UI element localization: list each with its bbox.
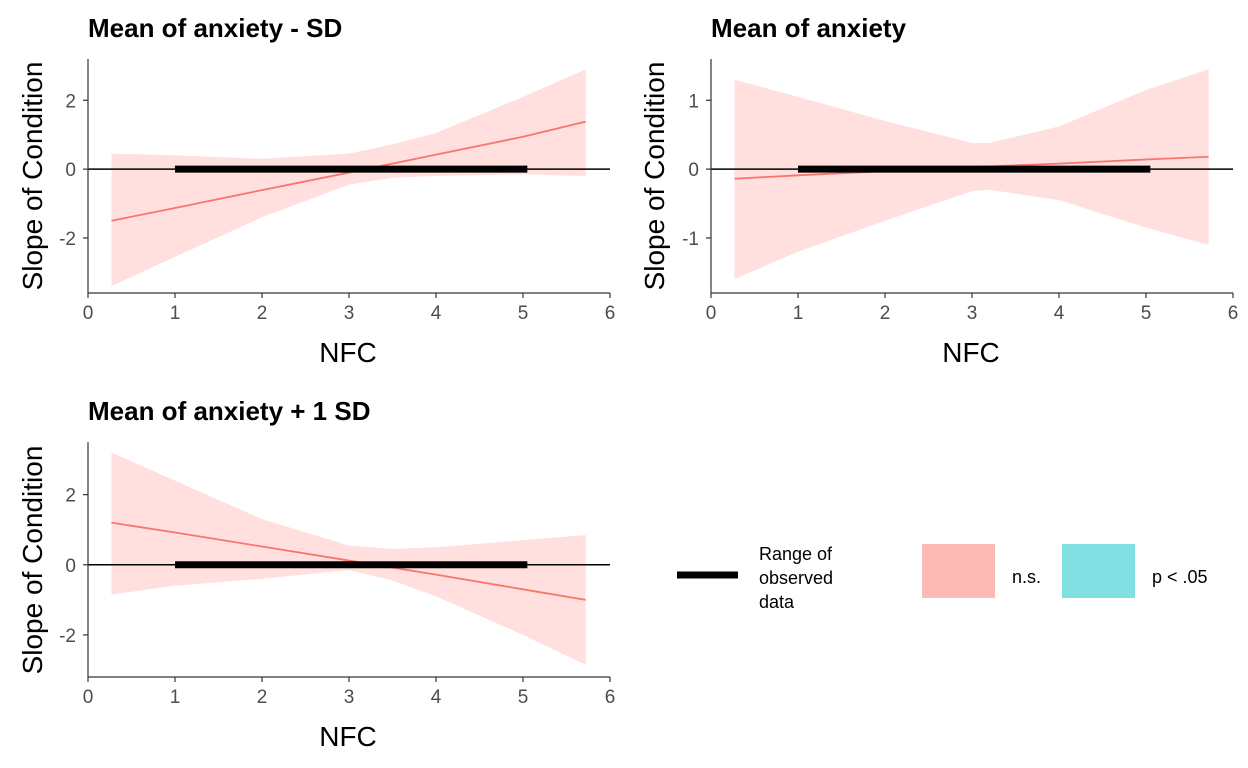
y-tick-label: -2 [59, 626, 76, 647]
x-tick-label: 3 [344, 687, 355, 708]
x-tick-label: 2 [257, 687, 268, 708]
plot-area: 0 1 2 3 4 5 6 -1 0 1 [682, 59, 1238, 324]
x-tick-label: 3 [967, 303, 978, 324]
confidence-band [734, 69, 1209, 280]
panel-title: Mean of anxiety [711, 13, 907, 43]
y-tick-label: 1 [688, 91, 699, 112]
x-tick-label: 1 [170, 687, 181, 708]
x-tick-label: 6 [1228, 303, 1239, 324]
y-tick-label: 2 [65, 486, 76, 507]
y-tick-label: -1 [682, 229, 699, 250]
y-tick-label: 0 [688, 160, 699, 181]
legend-ns-swatch [922, 544, 995, 598]
x-tick-label: 6 [605, 303, 616, 324]
y-tick-label: 0 [65, 556, 76, 577]
x-axis-label: NFC [319, 337, 377, 368]
y-axis-label: Slope of Condition [17, 446, 48, 675]
x-tick-label: 0 [706, 303, 717, 324]
legend-sig-swatch [1062, 544, 1135, 598]
x-tick-label: 1 [793, 303, 804, 324]
y-tick-label: 0 [65, 160, 76, 181]
x-tick-label: 5 [1141, 303, 1152, 324]
x-tick-label: 2 [880, 303, 891, 324]
y-axis-label: Slope of Condition [17, 62, 48, 291]
legend-range-label-line-1: Range of [759, 544, 833, 564]
legend-sig-label: p < .05 [1152, 567, 1208, 587]
panel-anxiety-minus-sd: Mean of anxiety - SD 0 1 2 3 4 5 6 -2 0 2 NFC Slo… [17, 13, 615, 368]
x-tick-label: 4 [1054, 303, 1065, 324]
x-tick-label: 1 [170, 303, 181, 324]
plot-area: 0 1 2 3 4 5 6 -2 0 2 [59, 59, 615, 324]
legend-range-label-line-2: observed [759, 568, 833, 588]
x-tick-label: 2 [257, 303, 268, 324]
y-tick-label: -2 [59, 229, 76, 250]
panel-title: Mean of anxiety - SD [88, 13, 342, 43]
x-tick-label: 0 [83, 303, 94, 324]
legend-ns-label: n.s. [1012, 567, 1041, 587]
x-axis-label: NFC [942, 337, 1000, 368]
y-tick-label: 2 [65, 91, 76, 112]
x-tick-label: 0 [83, 687, 94, 708]
x-tick-label: 4 [431, 687, 442, 708]
x-axis-label: NFC [319, 721, 377, 752]
x-tick-label: 5 [518, 687, 529, 708]
confidence-band [111, 452, 586, 665]
legend: Range of observed data n.s. p < .05 [677, 544, 1208, 612]
legend-range-label-line-3: data [759, 592, 795, 612]
x-tick-label: 4 [431, 303, 442, 324]
plot-area: 0 1 2 3 4 5 6 -2 0 2 [59, 442, 615, 708]
confidence-band [111, 69, 586, 287]
panel-title: Mean of anxiety + 1 SD [88, 396, 370, 426]
panel-anxiety-mean: Mean of anxiety 0 1 2 3 4 5 6 -1 0 1 NFC Slope of… [639, 13, 1238, 368]
x-tick-label: 3 [344, 303, 355, 324]
y-axis-label: Slope of Condition [639, 62, 670, 291]
x-tick-label: 6 [605, 687, 616, 708]
x-tick-label: 5 [518, 303, 529, 324]
panel-anxiety-plus-sd: Mean of anxiety + 1 SD 0 1 2 3 4 5 6 -2 0 2 NFC S… [17, 396, 615, 752]
